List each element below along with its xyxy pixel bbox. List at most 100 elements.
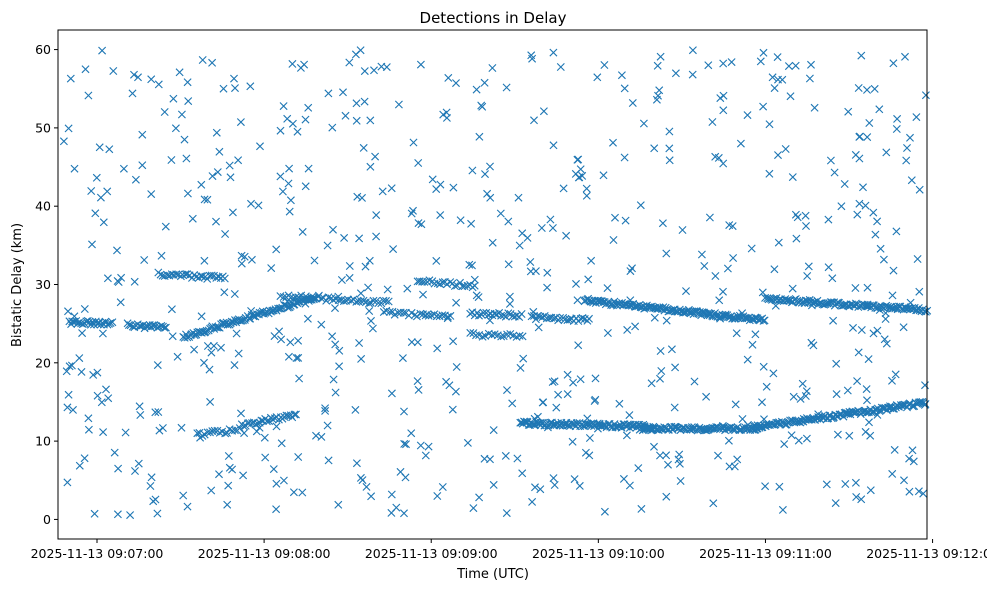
data-point <box>294 353 303 362</box>
data-point <box>479 308 488 317</box>
data-point <box>915 287 924 296</box>
data-point <box>456 216 465 225</box>
data-point <box>403 284 412 293</box>
data-point <box>472 331 480 340</box>
data-point <box>365 307 374 315</box>
data-point <box>676 477 685 485</box>
data-point <box>223 428 231 437</box>
data-point <box>183 78 192 87</box>
data-point <box>714 451 722 460</box>
data-point <box>329 225 337 234</box>
data-point <box>104 394 113 403</box>
data-point <box>866 486 875 495</box>
data-point <box>407 338 416 347</box>
data-point <box>246 82 255 91</box>
data-point <box>465 260 474 269</box>
data-point <box>433 492 442 500</box>
data-point <box>207 348 216 357</box>
data-point <box>548 224 557 232</box>
data-point <box>861 427 870 436</box>
data-point <box>277 335 286 344</box>
data-point <box>155 426 164 435</box>
data-point <box>788 173 797 182</box>
data-point <box>857 495 866 504</box>
data-point <box>276 126 285 135</box>
data-point <box>377 62 386 71</box>
data-point <box>548 378 557 386</box>
data-point <box>852 493 861 501</box>
data-point <box>650 313 659 322</box>
data-point <box>64 307 72 316</box>
data-point <box>234 349 243 358</box>
data-point <box>489 426 498 435</box>
data-point <box>339 297 348 306</box>
data-point <box>549 141 558 150</box>
data-point <box>131 467 139 475</box>
data-point <box>110 448 119 457</box>
data-point <box>81 65 90 74</box>
data-point <box>508 399 517 408</box>
data-point <box>521 418 529 426</box>
data-point <box>882 148 891 157</box>
data-point <box>80 454 89 463</box>
y-axis-label: Bistatic Delay (km) <box>10 223 25 347</box>
data-point <box>804 262 813 271</box>
data-point <box>901 52 909 61</box>
data-point <box>871 230 880 239</box>
data-point <box>802 434 811 443</box>
data-point <box>356 473 365 482</box>
data-point <box>884 302 892 311</box>
data-point <box>230 290 239 298</box>
data-point <box>708 118 717 126</box>
data-point <box>549 474 558 483</box>
x-tick-label: 2025-11-13 09:11:00 <box>699 546 832 561</box>
data-point <box>304 103 313 112</box>
data-point <box>908 446 917 455</box>
data-point <box>840 180 849 188</box>
data-point <box>421 451 430 460</box>
data-point <box>407 429 416 438</box>
data-point <box>383 285 392 294</box>
data-point <box>228 208 237 217</box>
data-point <box>622 431 631 440</box>
data-point <box>224 481 233 490</box>
data-point <box>331 304 339 313</box>
data-point <box>880 335 889 344</box>
data-point <box>177 110 186 119</box>
data-point <box>753 421 762 430</box>
data-point <box>414 159 423 167</box>
data-point <box>688 46 697 55</box>
data-point <box>420 277 429 286</box>
data-point <box>173 352 182 361</box>
data-point <box>888 291 897 300</box>
data-point <box>70 164 79 173</box>
data-point <box>402 440 410 449</box>
data-point <box>501 451 510 460</box>
data-point <box>892 125 901 133</box>
data-point <box>365 256 374 265</box>
data-point <box>212 217 220 226</box>
data-point <box>515 331 524 340</box>
data-point <box>253 419 262 428</box>
data-point <box>206 428 214 437</box>
data-point <box>528 497 537 506</box>
data-point <box>719 59 728 68</box>
data-point <box>862 385 871 394</box>
data-point <box>572 279 580 288</box>
data-point <box>339 88 347 97</box>
data-point <box>791 61 800 70</box>
data-point <box>267 264 276 273</box>
data-point <box>353 192 362 201</box>
data-point <box>372 211 381 220</box>
data-point <box>442 113 451 122</box>
data-point <box>237 409 245 418</box>
data-point <box>665 127 674 136</box>
data-point <box>921 400 930 408</box>
data-point <box>866 431 875 440</box>
data-point <box>303 314 312 323</box>
data-point <box>475 311 483 320</box>
data-point <box>748 340 757 349</box>
data-point <box>807 301 816 310</box>
data-point <box>760 415 768 424</box>
data-point <box>154 408 163 416</box>
